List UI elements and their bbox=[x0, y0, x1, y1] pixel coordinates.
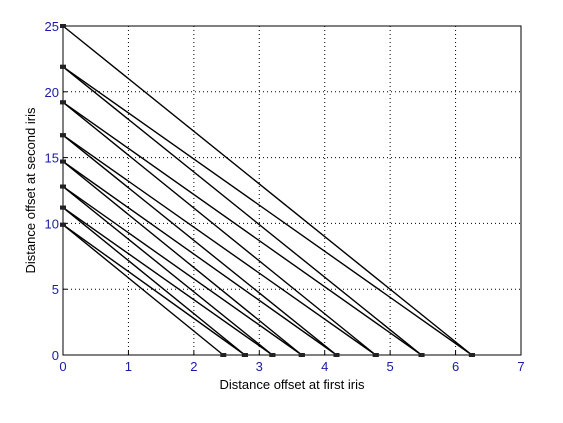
series-line-2 bbox=[62, 207, 246, 356]
series-line-12 bbox=[62, 66, 422, 356]
plot-frame bbox=[62, 25, 522, 356]
series-line-11 bbox=[62, 101, 422, 356]
series-group bbox=[62, 25, 473, 356]
series-7-point-0 bbox=[60, 159, 66, 164]
series-1-point-0 bbox=[60, 222, 66, 227]
y-tick-label-1: 5 bbox=[52, 282, 59, 297]
y-tick-label-2: 10 bbox=[45, 216, 59, 231]
series-line-6 bbox=[62, 160, 303, 356]
x-tick-label-2: 2 bbox=[190, 359, 197, 374]
series-13-point-0 bbox=[60, 64, 66, 69]
series-line-0 bbox=[62, 224, 224, 356]
series-2-point-1 bbox=[241, 353, 248, 357]
series-line-10 bbox=[62, 101, 377, 356]
y-tick-label-4: 20 bbox=[45, 85, 59, 100]
x-tick-label-5: 5 bbox=[387, 359, 394, 374]
x-tick-label-6: 6 bbox=[452, 359, 459, 374]
x-axis-label: Distance offset at first iris bbox=[220, 377, 365, 392]
marker-group bbox=[60, 24, 475, 357]
series-11-point-0 bbox=[60, 100, 66, 105]
series-8-point-1 bbox=[333, 353, 340, 357]
series-line-14 bbox=[62, 25, 473, 356]
series-6-point-1 bbox=[298, 353, 305, 357]
x-tick-label-1: 1 bbox=[125, 359, 132, 374]
series-line-1 bbox=[62, 224, 246, 356]
x-tick-label-7: 7 bbox=[517, 359, 524, 374]
series-14-point-1 bbox=[468, 353, 475, 357]
series-10-point-1 bbox=[372, 353, 379, 357]
series-14-point-0 bbox=[60, 24, 66, 28]
x-axis-ticks: 0 1 2 3 4 5 6 7 bbox=[59, 351, 525, 374]
x-tick-label-0: 0 bbox=[59, 359, 66, 374]
series-4-point-1 bbox=[269, 353, 276, 357]
series-9-point-0 bbox=[60, 133, 66, 138]
y-tick-label-5: 25 bbox=[45, 19, 59, 34]
series-3-point-0 bbox=[60, 205, 66, 210]
series-line-5 bbox=[62, 186, 303, 356]
series-line-3 bbox=[62, 207, 273, 356]
series-5-point-0 bbox=[60, 184, 66, 189]
y-tick-label-0: 0 bbox=[52, 348, 59, 363]
series-line-13 bbox=[62, 66, 473, 356]
y-axis-label: Distance offset at second iris bbox=[23, 107, 38, 273]
x-tick-label-3: 3 bbox=[256, 359, 263, 374]
grid bbox=[63, 26, 521, 355]
series-line-9 bbox=[62, 134, 377, 356]
y-tick-label-3: 15 bbox=[45, 151, 59, 166]
series-0-point-1 bbox=[220, 353, 227, 357]
series-line-7 bbox=[62, 160, 337, 356]
series-line-4 bbox=[62, 186, 273, 356]
series-12-point-1 bbox=[418, 353, 425, 357]
x-tick-label-4: 4 bbox=[321, 359, 328, 374]
series-line-8 bbox=[62, 134, 337, 356]
y-axis-ticks: 0 5 10 15 20 25 bbox=[45, 19, 67, 363]
